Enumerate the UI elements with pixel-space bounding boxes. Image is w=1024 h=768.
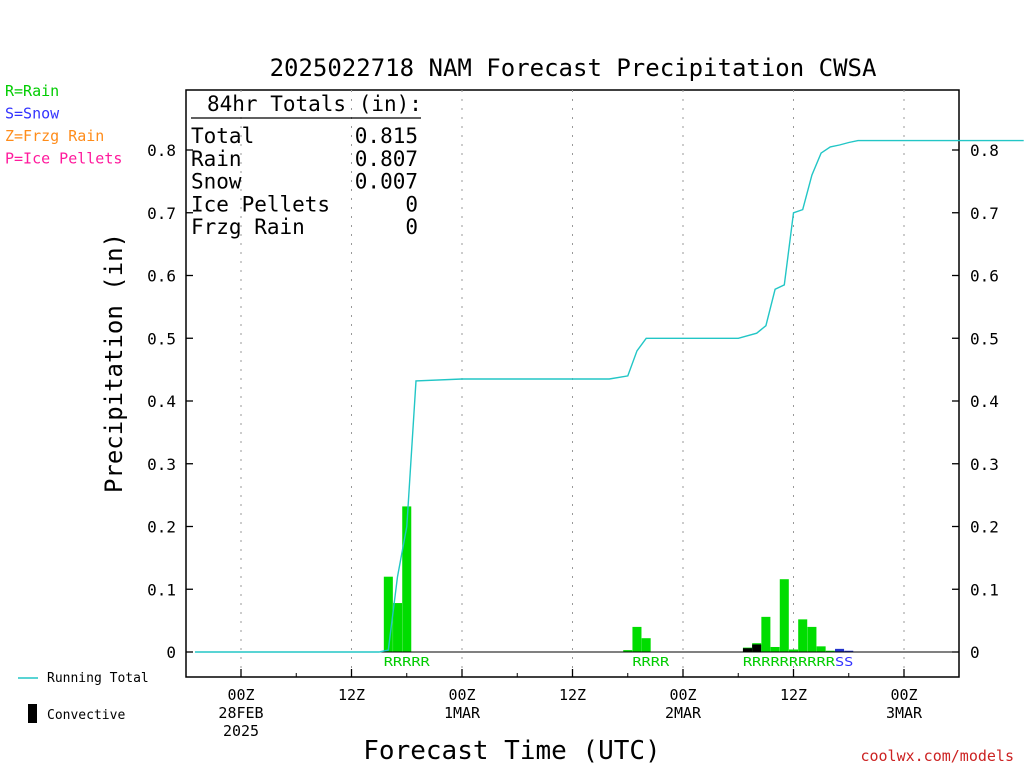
totals-row-value: 0.807 — [355, 147, 418, 171]
convective-bar — [752, 644, 762, 652]
x-axis-title: Forecast Time (UTC) — [363, 736, 660, 766]
totals-row-value: 0 — [405, 192, 418, 216]
x-tick-label: 12Z — [338, 686, 365, 704]
y-tick-label-right: 0.8 — [970, 141, 999, 160]
y-tick-label-left: 0.4 — [147, 392, 176, 411]
x-tick-label: 28FEB — [218, 704, 263, 722]
convective-label: Convective — [47, 708, 125, 723]
chart-title: 2025022718 NAM Forecast Precipitation CW… — [270, 54, 877, 82]
y-axis-right: 0 0.1 0.2 0.3 0.4 0.5 0.6 0.7 0.8 — [952, 141, 999, 662]
totals-row-value: 0 — [405, 215, 418, 239]
y-tick-label-left: 0.5 — [147, 329, 176, 348]
precip-type-string: RRRRR — [384, 655, 431, 669]
x-tick-label: 00Z — [227, 686, 254, 704]
y-tick-label-right: 0.6 — [970, 267, 999, 286]
grid-lines — [240, 90, 905, 677]
y-axis-title: Precipitation (in) — [100, 233, 128, 493]
rain-bar — [770, 646, 780, 652]
rain-bar — [623, 650, 633, 652]
x-tick-label: 00Z — [448, 686, 475, 704]
precip-type-legend: R=Rain S=Snow Z=Frzg Rain P=Ice Pellets — [5, 82, 122, 168]
y-tick-label-right: 0.2 — [970, 518, 999, 537]
precip-type-string: RRRRRRRRRR — [743, 655, 836, 669]
rain-bar — [807, 626, 817, 652]
rain-bar — [641, 638, 651, 652]
y-tick-label-left: 0.7 — [147, 204, 176, 223]
rain-bar — [393, 603, 403, 652]
precip-type-string: SS — [835, 655, 853, 669]
precip-type-legend-entry: R=Rain — [5, 82, 59, 100]
running-total-label: Running Total — [47, 671, 149, 686]
y-tick-label-right: 0.3 — [970, 455, 999, 474]
x-tick-label: 1MAR — [444, 704, 481, 722]
rain-bar — [779, 579, 789, 652]
line-series — [194, 139, 1024, 653]
x-tick-label: 12Z — [559, 686, 586, 704]
footer-site: coolwx.com/models — [860, 747, 1014, 765]
precip-type-string: RRRR — [632, 655, 670, 669]
rain-bar — [402, 506, 412, 652]
y-tick-label-right: 0.7 — [970, 204, 999, 223]
totals-row-label: Ice Pellets — [191, 192, 330, 216]
y-tick-label-left: 0.3 — [147, 455, 176, 474]
totals-box: 84hr Totals (in): Total 0.815 Rain 0.807 Sno… — [191, 92, 422, 239]
totals-row-label: Snow — [191, 170, 242, 194]
bottom-legend: Running Total Convective — [18, 671, 149, 723]
rain-bar — [825, 650, 835, 652]
rain-bar — [788, 649, 799, 652]
x-tick-label: 3MAR — [886, 704, 923, 722]
rain-bar — [383, 576, 393, 652]
snow-bar — [835, 648, 845, 652]
totals-row-label: Rain — [191, 147, 242, 171]
totals-row-label: Frzg Rain — [191, 215, 305, 239]
convective-swatch — [28, 704, 37, 723]
convective-bar — [742, 648, 752, 652]
y-tick-label-left: 0.2 — [147, 518, 176, 537]
rain-bar — [798, 619, 808, 652]
totals-rows: Total 0.815 Rain 0.807 Snow 0.007 Ice Pellets 0… — [191, 124, 418, 239]
rain-bar — [816, 646, 826, 652]
snow-bar — [844, 650, 854, 652]
precip-type-legend-entry: P=Ice Pellets — [5, 150, 122, 168]
totals-row-label: Total — [191, 124, 254, 148]
y-tick-label-right: 0 — [970, 643, 980, 662]
y-tick-label-left: 0 — [166, 643, 176, 662]
x-tick-label: 2MAR — [665, 704, 702, 722]
rain-bar — [761, 616, 771, 652]
totals-heading: 84hr Totals (in): — [207, 92, 422, 116]
y-tick-label-left: 0.1 — [147, 580, 176, 599]
precip-type-legend-entry: S=Snow — [5, 105, 60, 123]
precip-type-legend-entry: Z=Frzg Rain — [5, 127, 104, 145]
bar-series — [383, 506, 854, 652]
totals-row-value: 0.007 — [355, 170, 418, 194]
x-tick-label: 2025 — [223, 722, 259, 740]
rain-bar — [632, 626, 642, 652]
precip-type-strings: RRRRR RRRR RRRRRRRRRR SS — [384, 655, 854, 669]
y-axis-left: 0 0.1 0.2 0.3 0.4 0.5 0.6 0.7 0.8 — [147, 141, 193, 662]
x-tick-label: 00Z — [890, 686, 917, 704]
totals-row-value: 0.815 — [355, 124, 418, 148]
plot-frame — [185, 89, 960, 678]
y-tick-label-left: 0.6 — [147, 267, 176, 286]
y-tick-label-left: 0.8 — [147, 141, 176, 160]
x-tick-label: 00Z — [669, 686, 696, 704]
y-tick-label-right: 0.4 — [970, 392, 999, 411]
running-total-line — [195, 139, 1024, 653]
y-tick-label-right: 0.5 — [970, 329, 999, 348]
y-tick-label-right: 0.1 — [970, 580, 999, 599]
x-tick-label: 12Z — [780, 686, 807, 704]
